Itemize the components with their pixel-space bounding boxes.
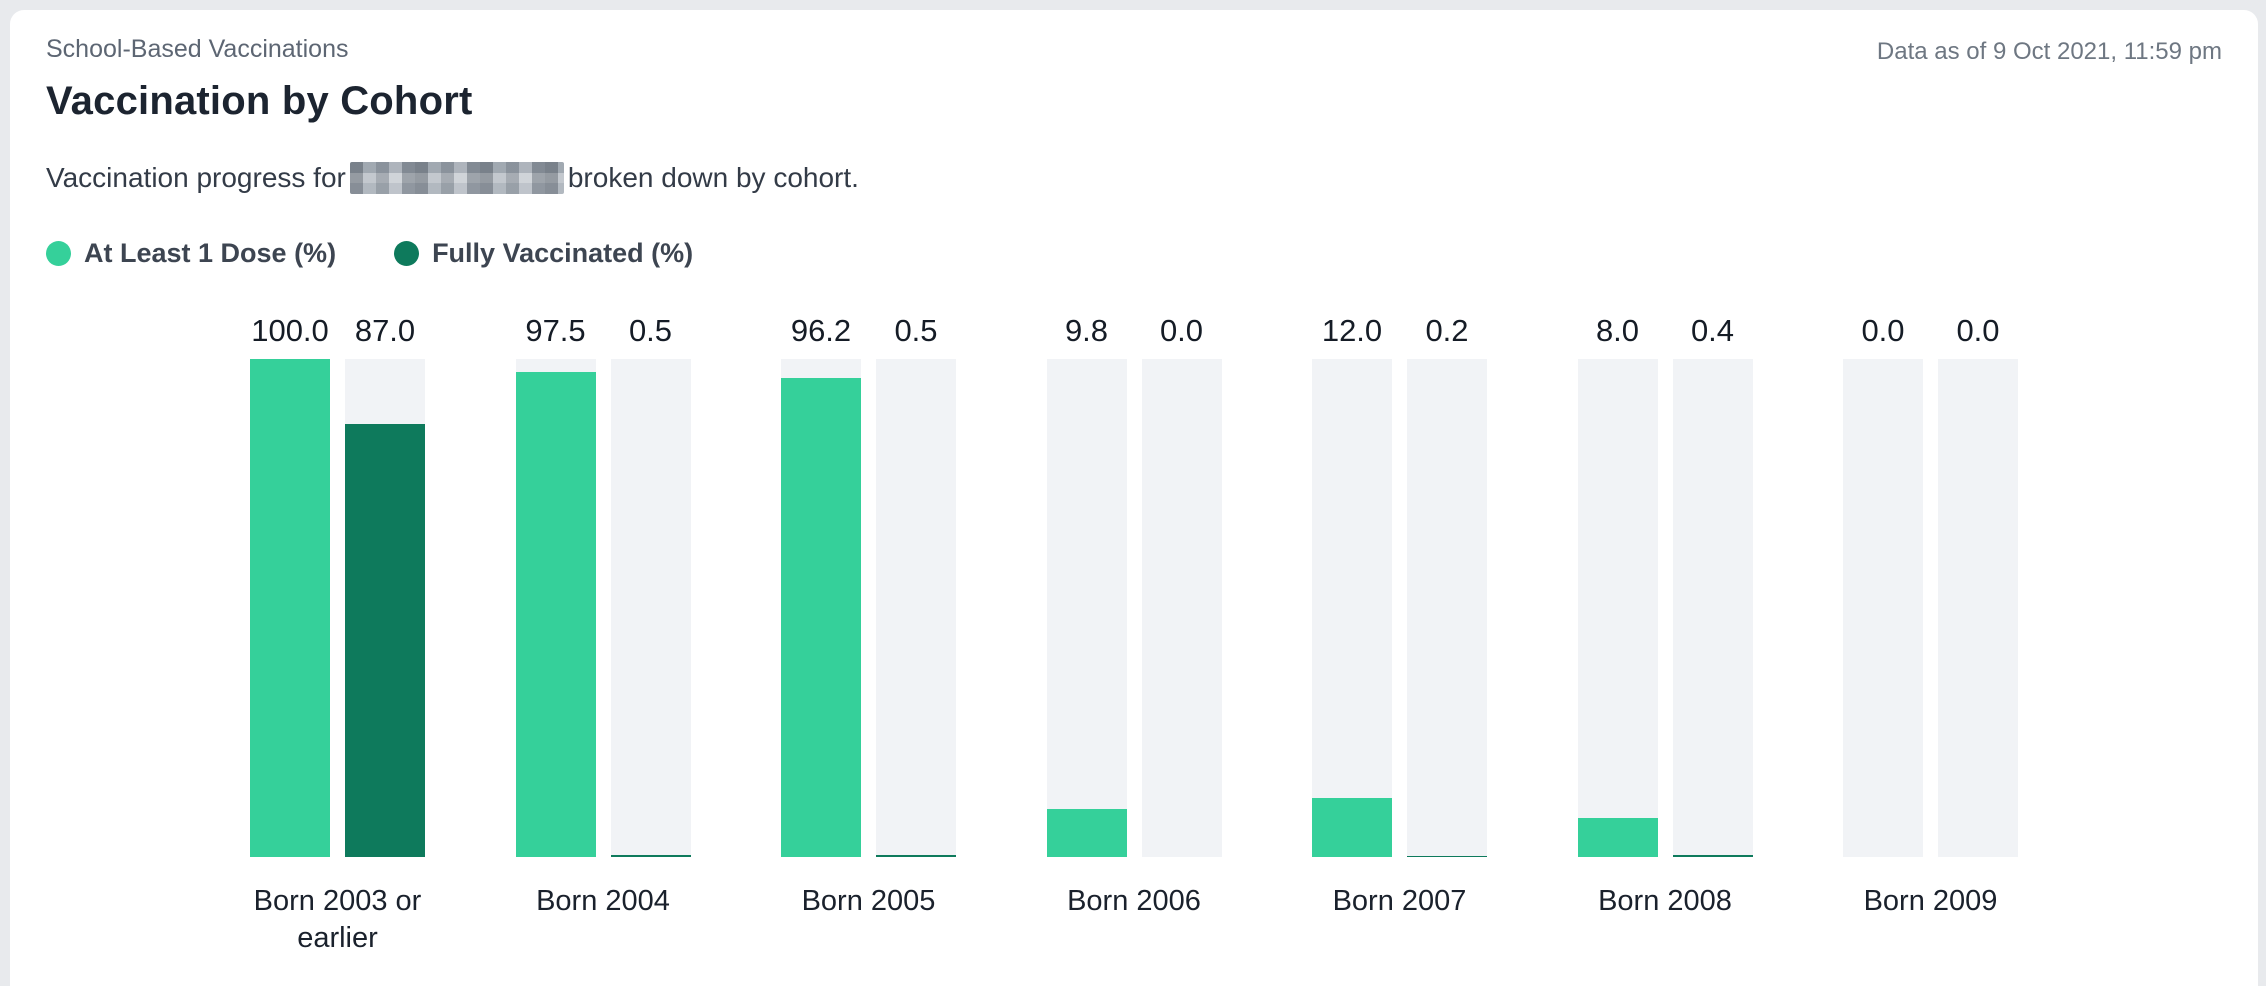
bar-chart: 100.0 87.0 Born 2003 or earlier 97.5 0.5 Born… — [46, 313, 2222, 969]
cohort-group: 100.0 87.0 Born 2003 or earlier — [250, 313, 425, 969]
bar-fill — [1312, 797, 1392, 858]
bar-pair: 8.0 0.4 — [1577, 313, 1753, 858]
value-label: 0.0 — [1956, 313, 2000, 349]
bar-fill — [1672, 855, 1753, 858]
bar-pair: 97.5 0.5 — [515, 313, 691, 858]
legend-item-at-least-1-dose: At Least 1 Dose (%) — [46, 238, 336, 269]
bar-at-least-1-dose[interactable]: 8.0 — [1577, 313, 1658, 858]
category-label: Born 2008 — [1598, 885, 1732, 918]
value-label: 0.0 — [1861, 313, 1905, 349]
category-label: Born 2006 — [1067, 885, 1201, 918]
category-label: Born 2003 or earlier — [253, 885, 422, 954]
category-label: Born 2007 — [1332, 885, 1467, 918]
bar-fully-vaccinated[interactable]: 0.0 — [1938, 313, 2018, 858]
value-label: 12.0 — [1321, 313, 1383, 349]
data-as-of-label: Data as of 9 Oct 2021, 11:59 pm — [1876, 38, 2222, 65]
value-label: 87.0 — [354, 313, 416, 349]
cohort-group: 8.0 0.4 Born 2008 — [1577, 313, 1753, 969]
bar-fully-vaccinated[interactable]: 0.2 — [1407, 313, 1487, 858]
bar-pair: 9.8 0.0 — [1046, 313, 1222, 858]
value-label: 0.0 — [1159, 313, 1204, 349]
bar-fill — [610, 854, 691, 858]
subtitle: Vaccination progress for broken down by c… — [46, 160, 2222, 196]
chart-card: School-Based Vaccinations Data as of 9 O… — [10, 10, 2258, 986]
value-label: 8.0 — [1595, 313, 1640, 349]
value-label: 96.2 — [790, 313, 852, 349]
cohort-group: 9.8 0.0 Born 2006 — [1046, 313, 1222, 969]
value-label: 0.5 — [894, 313, 938, 349]
bar-fill — [1046, 808, 1127, 858]
bar-fill — [345, 424, 425, 858]
bar-fill — [250, 359, 330, 858]
bar-fill — [876, 854, 956, 858]
legend-dot-light-green-icon — [46, 241, 71, 267]
bar-at-least-1-dose[interactable]: 100.0 — [250, 313, 330, 858]
redacted-text-blur — [349, 162, 564, 194]
value-label: 0.5 — [628, 313, 673, 349]
bar-at-least-1-dose[interactable]: 9.8 — [1046, 313, 1127, 858]
legend: At Least 1 Dose (%) Fully Vaccinated (%) — [46, 238, 2222, 269]
value-label: 0.4 — [1690, 313, 1735, 349]
legend-label: Fully Vaccinated (%) — [432, 238, 694, 269]
subtitle-suffix: broken down by cohort. — [567, 162, 859, 193]
bar-fully-vaccinated[interactable]: 0.4 — [1672, 313, 1753, 858]
bar-pair: 12.0 0.2 — [1312, 313, 1487, 858]
cohort-group: 96.2 0.5 Born 2005 — [781, 313, 956, 969]
value-label: 97.5 — [525, 313, 586, 349]
category-label: Born 2004 — [536, 885, 670, 918]
page-title: Vaccination by Cohort — [46, 79, 473, 123]
value-label: 100.0 — [251, 313, 329, 349]
bar-fully-vaccinated[interactable]: 0.0 — [1141, 313, 1222, 858]
cohort-group: 0.0 0.0 Born 2009 — [1843, 313, 2018, 969]
legend-label: At Least 1 Dose (%) — [84, 238, 337, 269]
bar-fill — [515, 371, 596, 858]
bar-fill — [781, 378, 861, 858]
bar-pair: 0.0 0.0 — [1843, 313, 2018, 858]
bar-at-least-1-dose[interactable]: 97.5 — [515, 313, 596, 858]
cohort-group: 12.0 0.2 Born 2007 — [1312, 313, 1487, 969]
category-label: Born 2009 — [1863, 885, 1998, 918]
bar-fill — [1577, 817, 1658, 858]
bar-at-least-1-dose[interactable]: 0.0 — [1843, 313, 1923, 858]
subtitle-prefix: Vaccination progress for — [46, 162, 346, 193]
bar-at-least-1-dose[interactable]: 12.0 — [1312, 313, 1392, 858]
bar-pair: 96.2 0.5 — [781, 313, 956, 858]
cohort-group: 97.5 0.5 Born 2004 — [515, 313, 691, 969]
value-label: 0.2 — [1425, 313, 1469, 349]
legend-item-fully-vaccinated: Fully Vaccinated (%) — [394, 238, 693, 269]
bar-fully-vaccinated[interactable]: 0.5 — [876, 313, 956, 858]
bar-fully-vaccinated[interactable]: 0.5 — [610, 313, 691, 858]
bar-pair: 100.0 87.0 — [250, 313, 425, 858]
category-label: Born 2005 — [801, 885, 936, 918]
bar-fill — [1407, 856, 1487, 858]
legend-dot-dark-green-icon — [394, 241, 420, 267]
value-label: 9.8 — [1064, 313, 1109, 349]
eyebrow: School-Based Vaccinations — [46, 35, 349, 63]
bar-fully-vaccinated[interactable]: 87.0 — [345, 313, 425, 858]
card-header: School-Based Vaccinations Data as of 9 O… — [46, 34, 2222, 66]
bar-at-least-1-dose[interactable]: 96.2 — [781, 313, 861, 858]
